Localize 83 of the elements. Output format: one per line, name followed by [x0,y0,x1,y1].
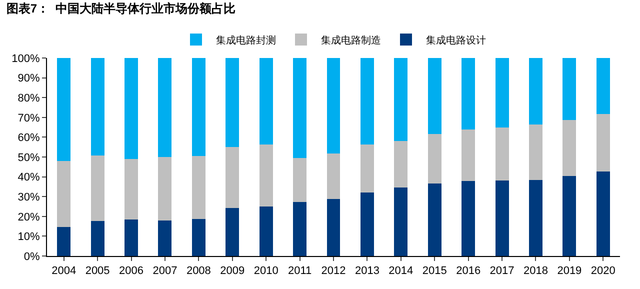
bar [326,153,340,199]
y-tick-label: 20% [18,211,40,224]
x-tick-label: 2006 [119,265,144,278]
legend-label: 集成电路设计 [426,34,486,46]
bar [394,140,408,188]
x-tick-label: 2012 [321,265,346,278]
bar [360,144,374,193]
x-tick-label: 2015 [422,265,447,278]
y-tick-label: 30% [18,191,40,204]
bar [394,187,408,256]
bar [528,124,542,180]
bar [158,58,172,158]
bar [57,58,71,161]
x-tick-label: 2009 [220,265,245,278]
bar [226,208,240,256]
bar [259,206,273,256]
bar [57,160,71,228]
bar [226,58,240,148]
x-tick-label: 2010 [254,265,278,278]
bar [326,198,340,256]
x-tick-label: 2018 [524,265,548,278]
bar [90,58,104,156]
bar [462,181,476,256]
bar [462,58,476,130]
x-tick-label: 2016 [456,265,481,278]
bar [428,184,442,256]
legend-label: 集成电路制造 [321,34,381,46]
x-tick-label: 2008 [186,265,211,278]
x-tick-label: 2019 [557,265,582,278]
bar [360,192,374,256]
y-tick-label: 60% [18,132,40,144]
bar [57,227,71,256]
x-tick-label: 2013 [354,265,380,278]
bar [428,134,442,184]
bar [495,58,509,128]
bar [293,158,307,202]
bar [90,156,104,222]
x-tick-label: 2011 [288,265,312,278]
bar [528,58,542,125]
bar [528,180,542,256]
bar [259,144,273,206]
y-tick-label: 10% [18,231,40,244]
bar [394,58,408,141]
bar [124,58,138,159]
bar [495,127,509,181]
bar [562,58,576,120]
bar [158,220,172,256]
x-tick-label: 2007 [152,265,178,278]
bar [596,58,610,114]
bar [192,218,206,256]
bar [192,58,206,156]
bar [562,176,576,256]
bar [192,156,206,219]
y-tick-label: 90% [18,72,40,85]
bar [428,58,442,134]
bar [360,58,374,145]
y-tick-label: 100% [12,52,40,65]
bar [158,157,172,221]
x-tick-label: 2005 [85,265,110,278]
y-tick-label: 40% [18,172,40,184]
bar [596,114,610,172]
bar [90,221,104,256]
x-tick-label: 2017 [490,265,514,278]
bar [293,202,307,256]
bar [124,220,138,256]
y-tick-label: 0% [24,250,40,263]
y-tick-label: 80% [18,92,40,104]
y-tick-label: 50% [18,152,40,164]
bar [293,58,307,158]
legend-label: 集成电路封测 [216,34,276,46]
x-tick-label: 2020 [590,265,616,278]
bar [495,180,509,256]
bar [259,58,273,145]
chart-title: 图表7： 中国大陆半导体行业市场份额占比 [6,2,236,16]
bar [226,147,240,208]
bar [462,130,476,182]
x-tick-label: 2014 [388,265,414,278]
bar [326,58,340,154]
bar [596,172,610,256]
bar [562,120,576,176]
y-tick-label: 70% [18,112,40,124]
bar [124,158,138,220]
x-tick-label: 2004 [52,265,76,278]
